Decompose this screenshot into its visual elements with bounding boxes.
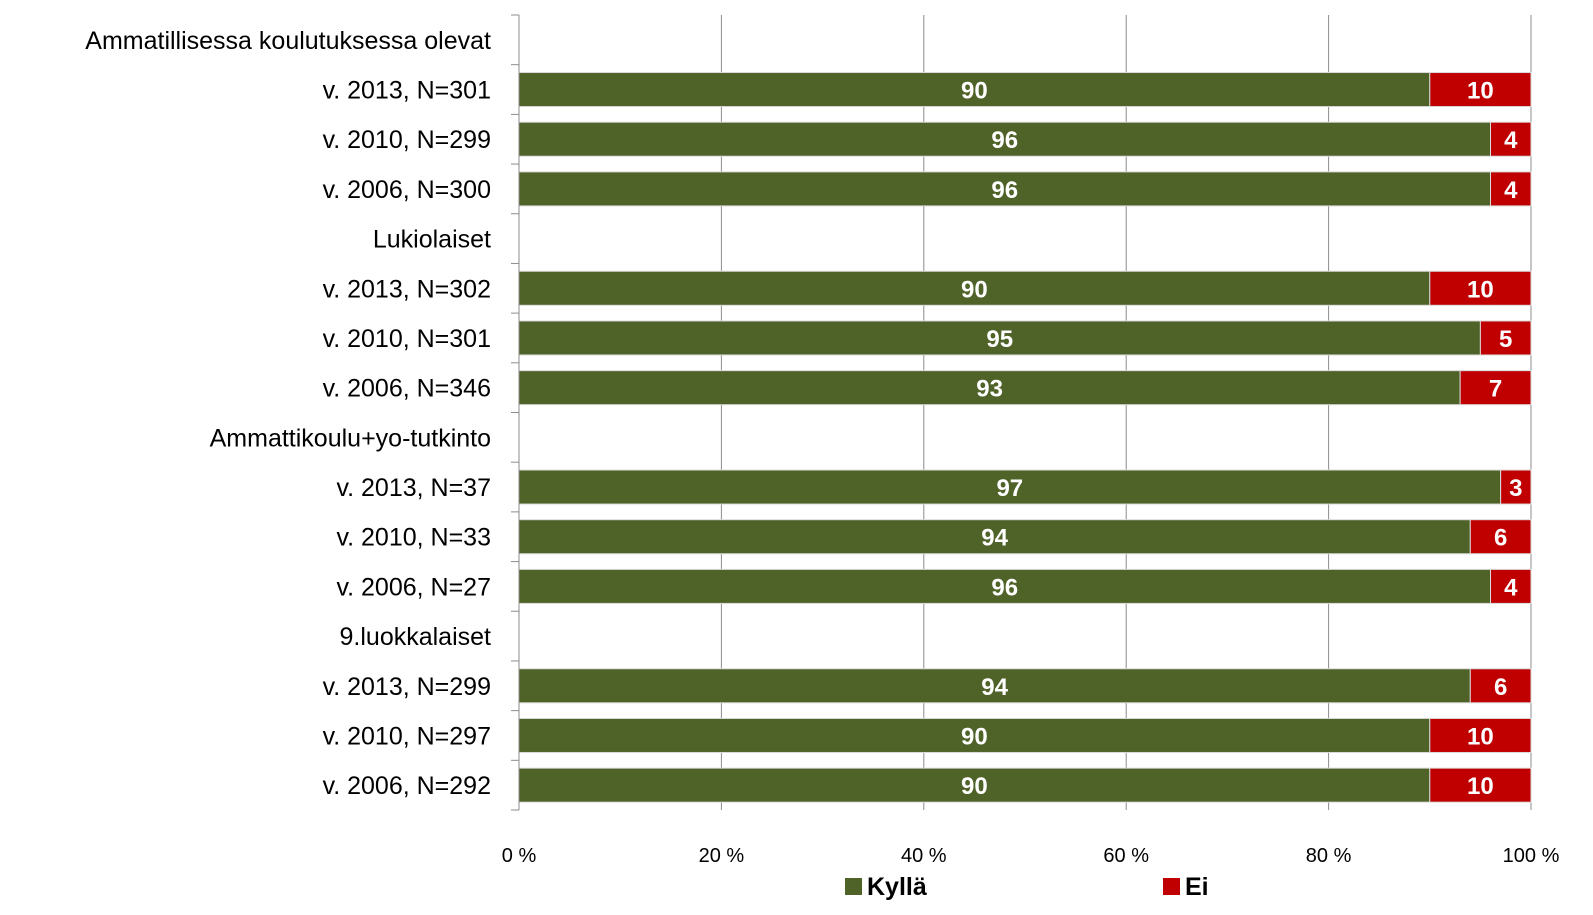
- bar-ei: [1429, 72, 1532, 108]
- x-tick-label: 60 %: [1103, 845, 1149, 867]
- category-label: v. 2006, N=292: [323, 772, 491, 800]
- bar-data-label: 6: [1494, 525, 1507, 552]
- bar-ei: [1469, 668, 1532, 704]
- x-tick-label: 100 %: [1503, 845, 1560, 867]
- bar-data-label: 94: [981, 674, 1008, 701]
- bar-data-label: 95: [986, 326, 1013, 353]
- bar-data-label: 4: [1504, 177, 1518, 204]
- bar-ei: [1429, 270, 1532, 306]
- category-label: v. 2006, N=346: [323, 375, 491, 403]
- bar-ei: [1469, 519, 1532, 555]
- bar-ei: [1429, 767, 1532, 803]
- category-label: 9.luokkalaiset: [340, 623, 492, 651]
- bar-data-label: 96: [991, 127, 1018, 154]
- bar-data-label: 97: [996, 475, 1023, 502]
- bar-data-label: 6: [1494, 674, 1507, 701]
- category-label: v. 2010, N=299: [323, 126, 491, 154]
- legend-label: Ei: [1185, 873, 1209, 901]
- legend-swatch: [845, 878, 862, 895]
- category-label: v. 2013, N=299: [323, 673, 491, 701]
- bar-data-label: 4: [1504, 574, 1518, 601]
- bar-data-label: 3: [1509, 475, 1522, 502]
- x-tick-label: 20 %: [699, 845, 745, 867]
- category-label: v. 2010, N=297: [323, 722, 491, 750]
- labels: 0 % 20 % 40 % 60 % 80 % 100 % Ammatillisessa k…: [85, 27, 1559, 867]
- bar-kylla: [518, 519, 1471, 555]
- axes: [511, 14, 520, 811]
- category-label: v. 2013, N=301: [323, 77, 491, 105]
- bar-ei: [1490, 568, 1532, 604]
- x-tick-label: 40 %: [901, 845, 947, 867]
- bar-kylla: [518, 171, 1492, 207]
- legend: Kyllä Ei: [845, 873, 1209, 901]
- x-tick-label: 80 %: [1306, 845, 1352, 867]
- bar-data-label: 10: [1467, 773, 1494, 800]
- bar-kylla: [518, 568, 1492, 604]
- legend-label: Kyllä: [867, 873, 927, 901]
- bar-kylla: [518, 72, 1431, 108]
- category-label: Lukiolaiset: [373, 226, 491, 254]
- bar-kylla: [518, 270, 1431, 306]
- bar-data-label: 96: [991, 177, 1018, 204]
- bar-ei: [1459, 370, 1532, 406]
- category-label: v. 2010, N=301: [323, 325, 491, 353]
- x-tick-label: 0 %: [502, 845, 537, 867]
- legend-swatch: [1163, 878, 1180, 895]
- bar-data-label: 10: [1467, 723, 1494, 750]
- bar-data-label: 10: [1467, 78, 1494, 105]
- category-label: Ammatillisessa koulutuksessa olevat: [85, 27, 491, 55]
- bar-data-label: 5: [1499, 326, 1512, 353]
- bar-ei: [1490, 121, 1532, 157]
- bar-kylla: [518, 320, 1481, 356]
- bar-data-label: 96: [991, 574, 1018, 601]
- bar-kylla: [518, 668, 1471, 704]
- bar-ei: [1479, 320, 1532, 356]
- category-label: v. 2013, N=302: [323, 275, 491, 303]
- category-label: Ammattikoulu+yo-tutkinto: [210, 424, 491, 452]
- bar-kylla: [518, 767, 1431, 803]
- bar-data-label: 90: [961, 78, 988, 105]
- category-label: v. 2013, N=37: [336, 474, 491, 502]
- category-label: v. 2006, N=300: [323, 176, 491, 204]
- bar-data-label: 90: [961, 773, 988, 800]
- bar-data-label: 93: [976, 376, 1003, 403]
- bar-ei: [1500, 469, 1532, 505]
- bars: [518, 72, 1532, 803]
- bar-data-label: 90: [961, 276, 988, 303]
- category-label: v. 2006, N=27: [336, 573, 491, 601]
- bar-data-label: 90: [961, 723, 988, 750]
- bar-data-label: 10: [1467, 276, 1494, 303]
- category-label: v. 2010, N=33: [336, 524, 491, 552]
- bar-data-label: 94: [981, 525, 1008, 552]
- bar-ei: [1429, 717, 1532, 753]
- bar-data-label: 4: [1504, 127, 1518, 154]
- bar-ei: [1490, 171, 1532, 207]
- bar-kylla: [518, 370, 1461, 406]
- bar-kylla: [518, 121, 1492, 157]
- bar-data-label: 7: [1489, 376, 1502, 403]
